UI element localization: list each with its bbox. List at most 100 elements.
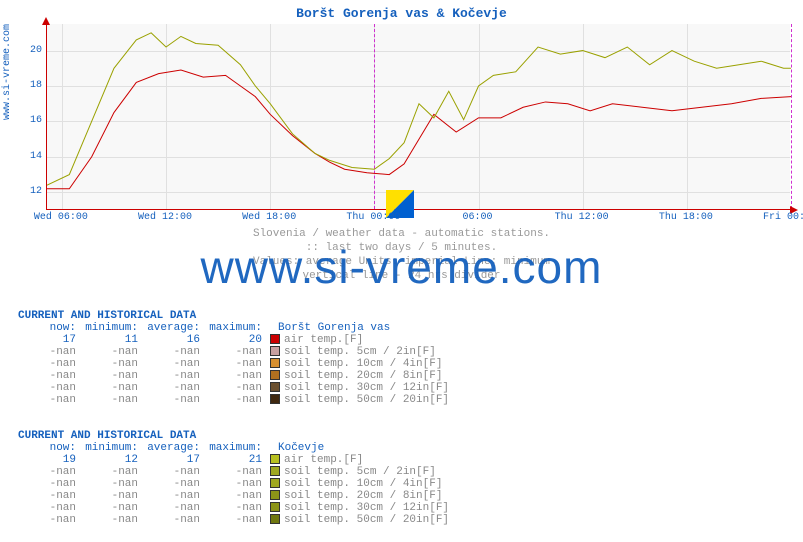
divider-24h — [791, 24, 792, 209]
col-label: minimum: — [80, 442, 142, 454]
color-swatch-icon — [270, 454, 280, 464]
y-tick-label: 16 — [24, 115, 42, 126]
cell-value: -nan — [204, 502, 266, 514]
col-label: maximum: — [204, 442, 266, 454]
cell-value: -nan — [80, 490, 142, 502]
series-line — [47, 33, 791, 185]
cell-value: -nan — [18, 466, 80, 478]
cell-value: -nan — [18, 382, 80, 394]
cell-value: -nan — [18, 478, 80, 490]
cell-value: -nan — [204, 346, 266, 358]
cell-value: -nan — [18, 346, 80, 358]
table-col-header: now:minimum:average:maximum:Kočevje — [18, 442, 453, 454]
data-table-station-1: CURRENT AND HISTORICAL DATAnow:minimum:a… — [18, 310, 453, 406]
color-swatch-icon — [270, 514, 280, 524]
cell-value: -nan — [80, 358, 142, 370]
cell-value: -nan — [204, 370, 266, 382]
cell-value: -nan — [204, 382, 266, 394]
y-tick-label: 14 — [24, 151, 42, 162]
caption-line-1: Slovenia / weather data - automatic stat… — [0, 228, 803, 240]
col-label: now: — [18, 322, 80, 334]
color-swatch-icon — [270, 346, 280, 356]
chart-lines — [47, 24, 791, 210]
row-label: soil temp. 50cm / 20in[F] — [266, 514, 453, 526]
col-label: maximum: — [204, 322, 266, 334]
row-label: soil temp. 30cm / 12in[F] — [266, 382, 453, 394]
cell-value: -nan — [204, 478, 266, 490]
col-label: now: — [18, 442, 80, 454]
cell-value: -nan — [204, 394, 266, 406]
chart-title: Boršt Gorenja vas & Kočevje — [0, 6, 803, 21]
x-tick-label: Thu 00:00 — [346, 212, 400, 223]
color-swatch-icon — [270, 370, 280, 380]
cell-value: 11 — [80, 334, 142, 346]
table-col-header: now:minimum:average:maximum:Boršt Gorenj… — [18, 322, 453, 334]
x-tick-label: Fri 00:00 — [763, 212, 803, 223]
y-axis-arrow — [42, 17, 50, 25]
cell-value: -nan — [142, 370, 204, 382]
color-swatch-icon — [270, 502, 280, 512]
table-header: CURRENT AND HISTORICAL DATA — [18, 310, 453, 322]
table-row: -nan-nan-nan-nansoil temp. 50cm / 20in[F… — [18, 514, 453, 526]
cell-value: 12 — [80, 454, 142, 466]
cell-value: 19 — [18, 454, 80, 466]
row-label: soil temp. 20cm / 8in[F] — [266, 370, 453, 382]
cell-value: -nan — [142, 478, 204, 490]
table-row: -nan-nan-nan-nansoil temp. 5cm / 2in[F] — [18, 346, 453, 358]
cell-value: -nan — [142, 514, 204, 526]
color-swatch-icon — [270, 490, 280, 500]
cell-value: -nan — [142, 466, 204, 478]
row-label: soil temp. 20cm / 8in[F] — [266, 490, 453, 502]
cell-value: 16 — [142, 334, 204, 346]
cell-value: -nan — [80, 382, 142, 394]
cell-value: 21 — [204, 454, 266, 466]
cell-value: -nan — [80, 370, 142, 382]
cell-value: -nan — [18, 370, 80, 382]
table-row: -nan-nan-nan-nansoil temp. 50cm / 20in[F… — [18, 394, 453, 406]
color-swatch-icon — [270, 394, 280, 404]
row-label: air temp.[F] — [266, 334, 453, 346]
cell-value: -nan — [204, 466, 266, 478]
x-tick-label: Thu 12:00 — [555, 212, 609, 223]
color-swatch-icon — [270, 382, 280, 392]
table-row: -nan-nan-nan-nansoil temp. 20cm / 8in[F] — [18, 370, 453, 382]
cell-value: -nan — [80, 478, 142, 490]
cell-value: -nan — [204, 514, 266, 526]
table-row: -nan-nan-nan-nansoil temp. 5cm / 2in[F] — [18, 466, 453, 478]
caption-line-4: vertical line - 24 hrs divider — [0, 270, 803, 282]
color-swatch-icon — [270, 466, 280, 476]
cell-value: -nan — [18, 490, 80, 502]
x-tick-label: 06:00 — [463, 212, 493, 223]
data-table: now:minimum:average:maximum:Boršt Gorenj… — [18, 322, 453, 406]
row-label: soil temp. 10cm / 4in[F] — [266, 478, 453, 490]
caption-line-2: :: last two days / 5 minutes. — [0, 242, 803, 254]
y-tick-label: 12 — [24, 186, 42, 197]
cell-value: -nan — [142, 394, 204, 406]
x-tick-label: Wed 06:00 — [34, 212, 88, 223]
station-name: Kočevje — [266, 442, 453, 454]
cell-value: -nan — [204, 358, 266, 370]
station-name: Boršt Gorenja vas — [266, 322, 453, 334]
color-swatch-icon — [270, 334, 280, 344]
table-header: CURRENT AND HISTORICAL DATA — [18, 430, 453, 442]
cell-value: -nan — [142, 358, 204, 370]
cell-value: -nan — [142, 382, 204, 394]
table-row: 17111620air temp.[F] — [18, 334, 453, 346]
row-label: soil temp. 10cm / 4in[F] — [266, 358, 453, 370]
col-label: average: — [142, 442, 204, 454]
cell-value: 20 — [204, 334, 266, 346]
row-label: soil temp. 5cm / 2in[F] — [266, 346, 453, 358]
caption-line-3: Values: average Units: imperial Line: mi… — [0, 256, 803, 268]
row-label: soil temp. 5cm / 2in[F] — [266, 466, 453, 478]
cell-value: -nan — [80, 466, 142, 478]
cell-value: 17 — [142, 454, 204, 466]
cell-value: -nan — [142, 490, 204, 502]
row-label: air temp.[F] — [266, 454, 453, 466]
table-row: -nan-nan-nan-nansoil temp. 30cm / 12in[F… — [18, 502, 453, 514]
cell-value: -nan — [80, 502, 142, 514]
table-row: 19121721air temp.[F] — [18, 454, 453, 466]
chart-plot-area — [46, 24, 790, 210]
table-row: -nan-nan-nan-nansoil temp. 30cm / 12in[F… — [18, 382, 453, 394]
col-label: minimum: — [80, 322, 142, 334]
x-tick-label: Thu 18:00 — [659, 212, 713, 223]
